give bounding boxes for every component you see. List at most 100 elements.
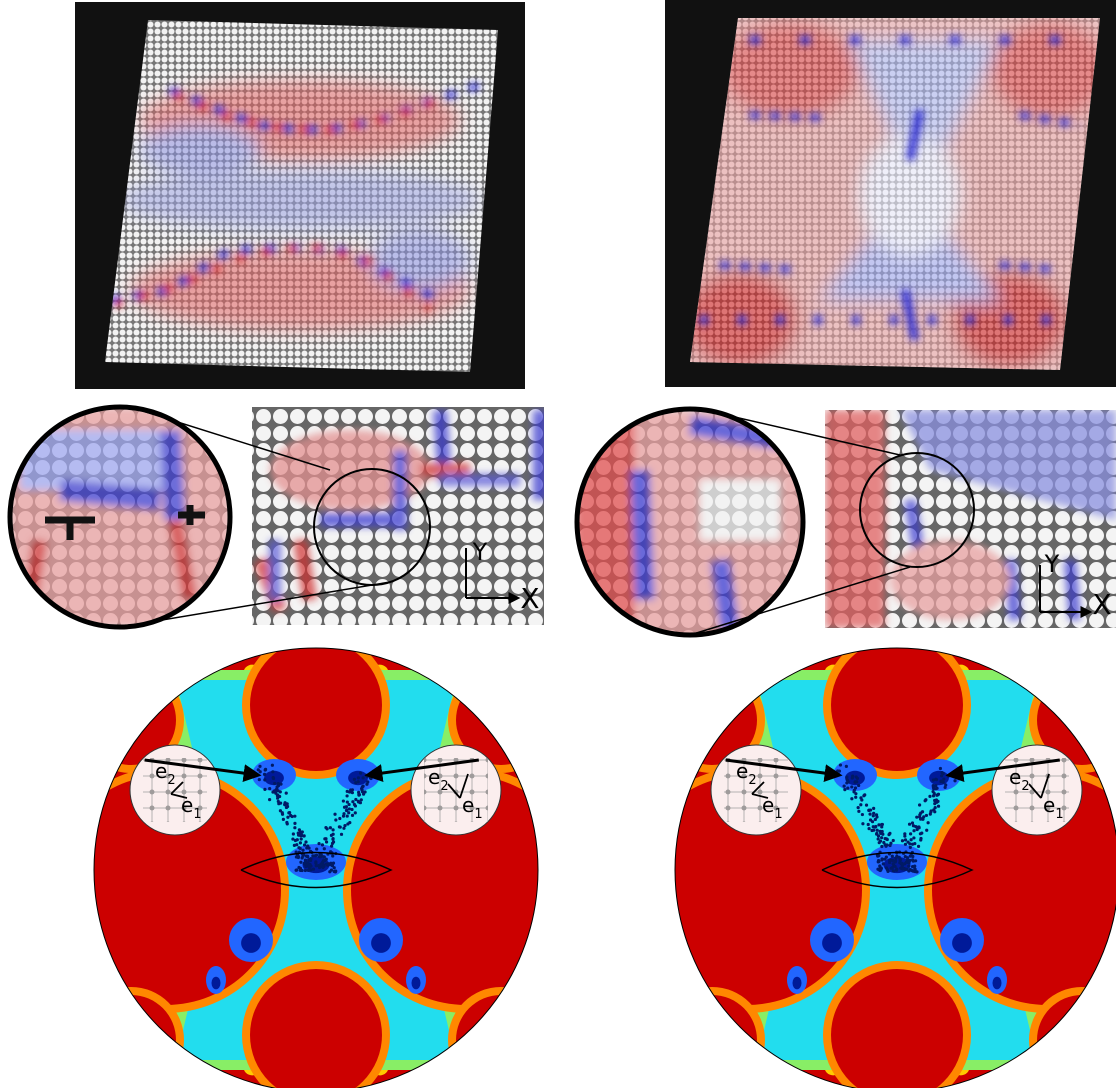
sample-point [894, 868, 899, 872]
sample-point [285, 804, 290, 809]
sample-point [903, 832, 907, 836]
sample-point [934, 778, 939, 782]
sample-point [903, 854, 907, 859]
sample-point [936, 804, 941, 808]
sample-point [359, 798, 363, 802]
label-base: e [762, 793, 774, 817]
sample-point [276, 782, 280, 786]
sample-point [903, 834, 907, 838]
sample-point [868, 818, 873, 822]
sample-point [900, 839, 905, 843]
sample-point [880, 829, 884, 834]
sample-point [361, 792, 366, 796]
sample-point [358, 771, 363, 775]
disk-border [674, 647, 1116, 1088]
sample-point [932, 791, 936, 796]
sample-point [297, 865, 301, 870]
sample-point [880, 825, 884, 829]
sample-point [857, 783, 861, 788]
lobe [94, 775, 281, 1005]
sample-point [880, 822, 884, 827]
sample-point [871, 828, 876, 832]
sample-point [836, 769, 840, 773]
sample-point [324, 857, 328, 861]
sample-point [354, 797, 358, 802]
sample-point [893, 864, 897, 869]
sample-point [281, 817, 285, 821]
sample-point [307, 864, 311, 868]
label-base: e [181, 793, 193, 817]
sample-point [351, 800, 355, 804]
sample-point [286, 815, 290, 819]
sample-point [880, 844, 884, 849]
basis-vectors [447, 773, 469, 799]
sample-point [329, 844, 334, 848]
sample-point [352, 777, 356, 781]
sample-point [279, 782, 283, 786]
label-sub: 1 [1055, 807, 1063, 822]
sample-point [891, 862, 895, 866]
axes-arrows [1039, 565, 1090, 612]
arrow [725, 758, 843, 783]
sample-point [912, 836, 916, 840]
label-base: e [155, 759, 167, 783]
sample-point [918, 803, 922, 807]
sample-point [349, 788, 353, 792]
sample-point [263, 768, 267, 772]
sample-point [326, 863, 330, 867]
sample-point [931, 778, 936, 782]
lobe [250, 648, 382, 771]
axes-arrows [465, 548, 518, 598]
lens [240, 851, 393, 889]
sample-point [287, 811, 292, 815]
sample-point [924, 798, 928, 802]
sample-point [913, 864, 917, 868]
sample-point [344, 808, 349, 813]
sample-point [291, 837, 295, 841]
sample-point [345, 814, 349, 818]
label-base: e [428, 765, 440, 789]
sample-point [346, 822, 350, 826]
sample-point [890, 854, 894, 858]
basis-label: e2 [1009, 765, 1030, 794]
sample-point [317, 865, 322, 870]
sample-point [304, 840, 308, 844]
sample-point [943, 785, 947, 790]
sample-point [934, 787, 938, 791]
sample-point [873, 825, 877, 829]
lobe [250, 969, 382, 1088]
sample-point [304, 854, 309, 858]
sample-point [875, 828, 879, 832]
sample-point [347, 807, 352, 811]
basis-vectors [1028, 773, 1050, 799]
sample-point [366, 780, 370, 784]
sample-point [357, 793, 361, 797]
sample-point [860, 798, 864, 802]
sample-point [307, 858, 311, 862]
sample-point [875, 831, 879, 836]
sample-point [854, 775, 858, 779]
well-core [792, 976, 802, 990]
basis-label: e2 [736, 759, 757, 788]
sample-point [924, 813, 929, 818]
sample-point [360, 790, 365, 794]
sample-point [888, 858, 892, 862]
sample-point [845, 775, 849, 779]
basis-label: e1 [1043, 793, 1064, 822]
sample-point [293, 821, 297, 825]
sample-point [876, 834, 881, 838]
sample-point [285, 820, 289, 825]
sample-point [911, 854, 915, 859]
sample-point [342, 805, 347, 809]
lobe [456, 995, 538, 1085]
lobe [94, 995, 176, 1085]
sample-point [914, 870, 918, 874]
sample-point [350, 813, 355, 817]
sample-point [894, 856, 898, 860]
sample-point [268, 786, 272, 791]
sample-point [921, 817, 925, 821]
sample-point [313, 854, 317, 858]
sample-point [320, 843, 325, 847]
sample-point [298, 841, 303, 845]
sample-point [898, 858, 902, 862]
